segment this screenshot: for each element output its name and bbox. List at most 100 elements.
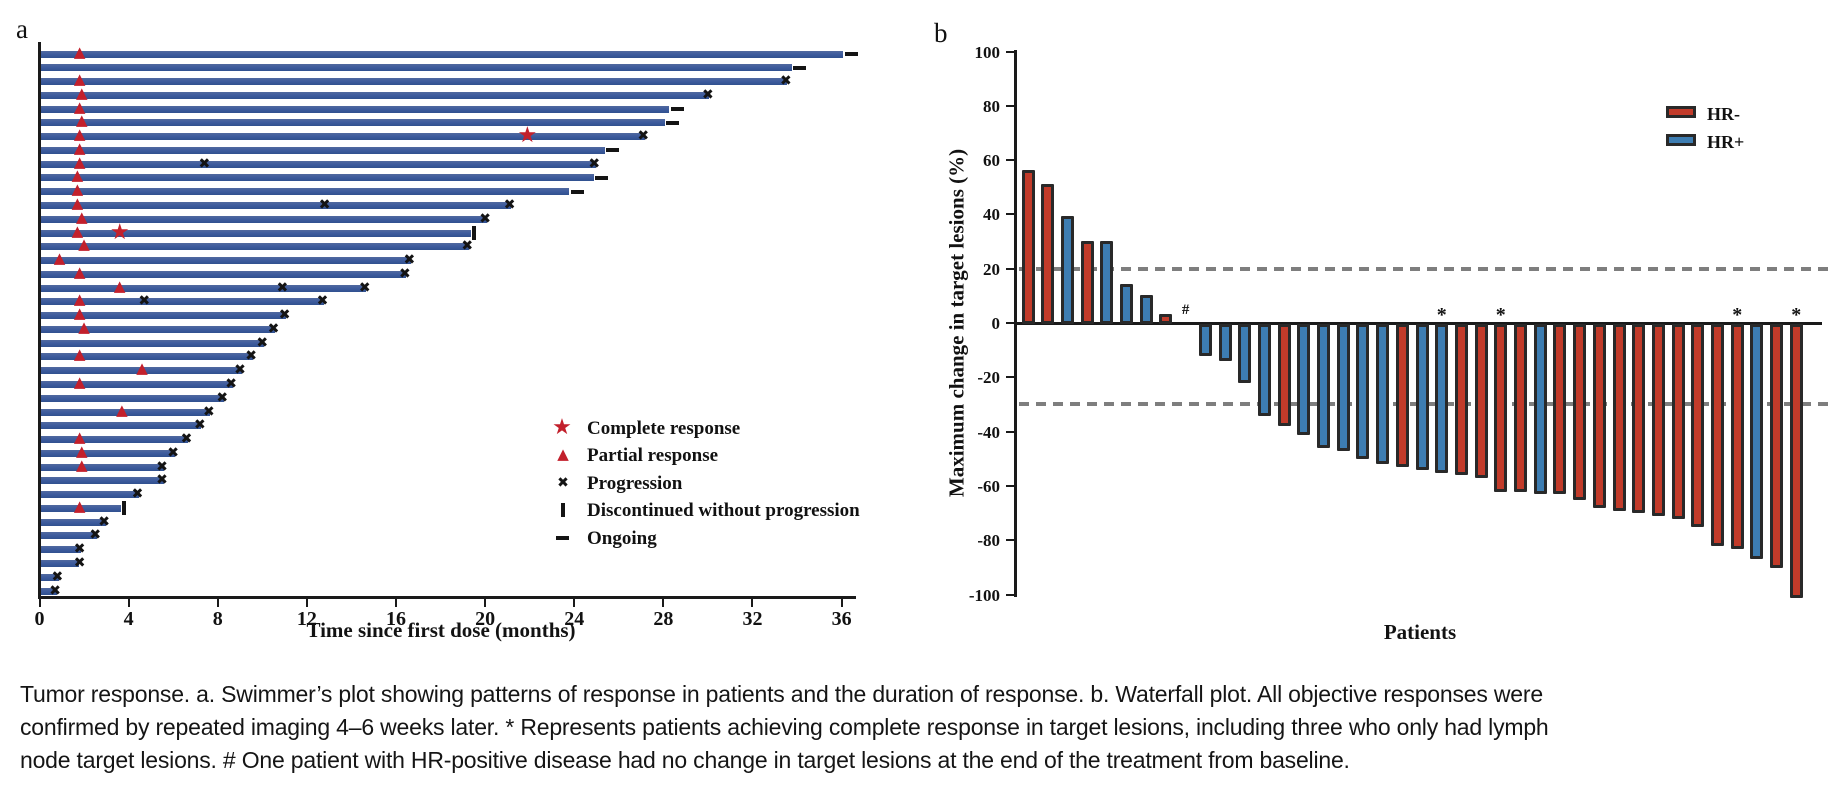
progression-x-marker: ✖: [51, 568, 64, 585]
waterfall-bar-hr-: [1080, 240, 1094, 324]
legend-label-hr+: HR+: [1707, 132, 1745, 152]
waterfall-y-tick-label: 20: [983, 259, 1000, 279]
partial-response-triangle-marker: ▲: [71, 221, 84, 240]
waterfall-y-tick: [1006, 50, 1014, 53]
legend-progression-x-icon: ✖: [557, 474, 569, 491]
progression-x-marker: ✖: [202, 403, 215, 420]
swimmer-bar: [41, 449, 175, 457]
swimmer-x-tick: [484, 599, 487, 607]
partial-response-triangle-marker: ▲: [76, 111, 88, 130]
waterfall-y-tick: [1006, 593, 1014, 596]
waterfall-bar-hr-: [1159, 313, 1173, 324]
swimmer-bar: [41, 174, 594, 182]
partial-response-triangle-marker: ▲: [73, 152, 86, 171]
swimmer-x-tick: [573, 599, 576, 607]
partial-response-triangle-marker: ▲: [53, 249, 66, 268]
waterfall-y-tick-label: 40: [983, 205, 1000, 225]
ongoing-dash-marker: [570, 189, 584, 194]
swimmer-bar: [41, 394, 224, 402]
waterfall-bar-hr-: [1494, 324, 1508, 492]
swimmer-bar: [41, 477, 164, 485]
swimmer-bar: [41, 298, 324, 306]
progression-x-marker: ✖: [131, 486, 144, 503]
waterfall-bar-hr+: [1218, 324, 1232, 362]
progression-x-marker: ✖: [278, 307, 291, 324]
complete-response-star-marker: ★: [517, 123, 538, 149]
waterfall-zero-line: [1014, 322, 1822, 325]
swimmer-bar: [41, 312, 287, 320]
waterfall-bar-hr-: [1711, 324, 1724, 546]
waterfall-y-tick: [1006, 376, 1014, 379]
swimmer-bar: [41, 353, 253, 361]
complete-response-asterisk: *: [1791, 304, 1802, 326]
waterfall-y-tick: [1006, 430, 1014, 433]
caption-line-3: node target lesions. # One patient with …: [20, 747, 1350, 773]
progression-x-marker: ✖: [98, 513, 110, 530]
swimmer-bar: [41, 436, 189, 444]
waterfall-y-tick: [1006, 104, 1014, 107]
swimmer-x-tick: [216, 599, 219, 607]
swimmer-x-tick: [394, 599, 397, 607]
complete-response-asterisk: *: [1436, 304, 1447, 326]
partial-response-triangle-marker: ▲: [76, 455, 88, 474]
progression-x-marker: ✖: [245, 348, 258, 365]
swimmer-x-axis: [38, 596, 856, 599]
swimmer-bar: [41, 91, 710, 99]
partial-response-triangle-marker: ▲: [73, 42, 86, 61]
swimmer-bar: [41, 160, 596, 168]
legend-label-star: Complete response: [587, 418, 741, 439]
partial-response-triangle-marker: ▲: [76, 207, 88, 226]
waterfall-bar-hr-: [1041, 183, 1055, 324]
waterfall-y-tick-label: 100: [974, 42, 1001, 62]
waterfall-y-tick: [1006, 267, 1014, 270]
waterfall-bar-hr+: [1297, 324, 1311, 435]
waterfall-y-tick-label: -40: [977, 422, 1000, 442]
partial-response-triangle-marker: ▲: [73, 345, 86, 364]
legend-partial-response-triangle-icon: ▲: [557, 445, 569, 464]
no-change-hash: #: [1181, 302, 1190, 318]
waterfall-bar-hr+: [1435, 324, 1449, 473]
swimmer-bar: [41, 188, 570, 196]
swimmer-bar: [41, 587, 57, 595]
waterfall-bar-hr-: [1553, 324, 1567, 495]
swimmer-x-tick: [127, 599, 130, 607]
ongoing-dash-marker: [666, 120, 680, 125]
partial-response-triangle-marker: ▲: [73, 97, 86, 116]
swimmer-x-tick-label: 8: [212, 608, 223, 630]
swimmer-bar: [41, 78, 788, 86]
progression-x-marker: ✖: [216, 389, 229, 406]
waterfall-bar-hr+: [1533, 324, 1547, 495]
waterfall-bar-hr+: [1139, 294, 1153, 324]
progression-x-marker: ✖: [267, 320, 280, 337]
progression-x-marker: ✖: [479, 210, 491, 227]
swimmer-x-tick-label: 4: [123, 608, 134, 630]
legend-label-dash: Ongoing: [587, 527, 657, 549]
partial-response-triangle-marker: ▲: [73, 262, 86, 281]
waterfall-bar-hr-: [1474, 324, 1488, 479]
waterfall-bar-hr+: [1238, 324, 1252, 383]
waterfall-bar-hr+: [1356, 324, 1370, 460]
waterfall-bar-hr-: [1671, 324, 1685, 519]
swimmer-bar: [41, 257, 411, 265]
waterfall-y-tick-label: 80: [983, 96, 1000, 116]
swimmer-bar: [41, 367, 242, 375]
swimmer-bar: [41, 229, 471, 237]
caption-line-2: confirmed by repeated imaging 4–6 weeks …: [20, 714, 1549, 740]
complete-response-asterisk: *: [1732, 304, 1743, 326]
waterfall-y-tick-label: 0: [991, 314, 1001, 333]
swimmer-bar: [41, 325, 275, 333]
reference-dashed-line-20: [1019, 266, 1830, 271]
swimmer-x-axis-title: Time since first dose (months): [306, 618, 576, 642]
waterfall-y-tick-label: -80: [977, 531, 1000, 551]
swimmer-bar: [41, 408, 211, 416]
swimmer-x-tick-label: 12: [296, 608, 317, 630]
swimmer-bar: [41, 50, 844, 58]
partial-response-triangle-marker: ▲: [73, 290, 86, 309]
waterfall-bar-hr-: [1514, 324, 1527, 492]
progression-x-marker: ✖: [358, 279, 371, 296]
legend-label-vertical-bar: Discontinued without progression: [587, 500, 860, 522]
waterfall-y-tick: [1006, 484, 1014, 487]
discontinued-bar-marker: [121, 501, 126, 516]
swimmer-x-tick-label: 16: [385, 608, 406, 630]
